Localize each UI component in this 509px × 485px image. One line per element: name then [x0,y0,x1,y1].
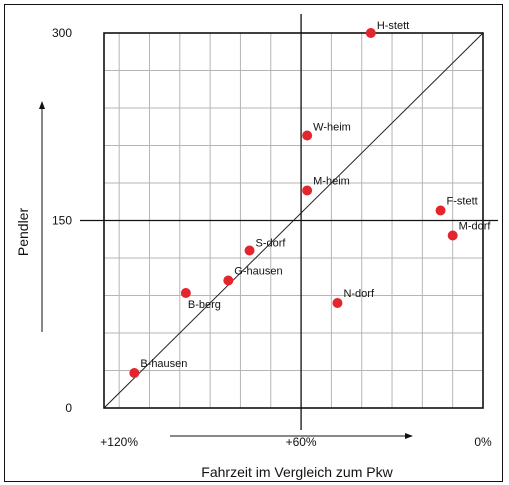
data-point-label: B-berg [188,299,221,311]
data-point [435,205,446,216]
data-point [332,298,343,308]
data-point-label: M-heim [313,176,350,188]
x-tick-label: +120% [100,435,138,449]
x-axis-title: Fahrzeit im Vergleich zum Pkw [201,464,393,480]
data-point-label: B-hausen [140,358,187,370]
tick-labels-group: 0 150 300 +120% +60% 0% [52,26,492,449]
data-point [223,275,234,286]
data-point-label: S-dorf [256,238,287,250]
data-points-group: H-stett W-heim M-heim F-stett M-dorf S-dorf G-… [129,20,491,378]
data-point-label: M-dorf [459,221,492,233]
data-point-label: N-dorf [343,288,375,300]
x-tick-label: 0% [474,435,492,449]
data-point [302,130,313,141]
data-point-label: F-stett [447,196,478,208]
data-point [365,28,376,38]
data-point [244,245,255,256]
center-lines-group [80,14,498,430]
y-tick-label: 150 [52,214,72,228]
y-tick-label: 0 [65,401,72,415]
data-point [447,230,458,241]
chart-frame [4,4,503,482]
y-tick-label: 300 [52,26,72,40]
x-tick-label: +60% [286,435,317,449]
y-axis-title: Pendler [15,208,31,257]
data-point-label: W-heim [313,122,351,134]
data-point [180,288,191,298]
data-point-label: H-stett [377,20,409,32]
data-point [302,185,313,196]
data-point-label: G-hausen [234,266,282,278]
data-point [129,368,140,378]
